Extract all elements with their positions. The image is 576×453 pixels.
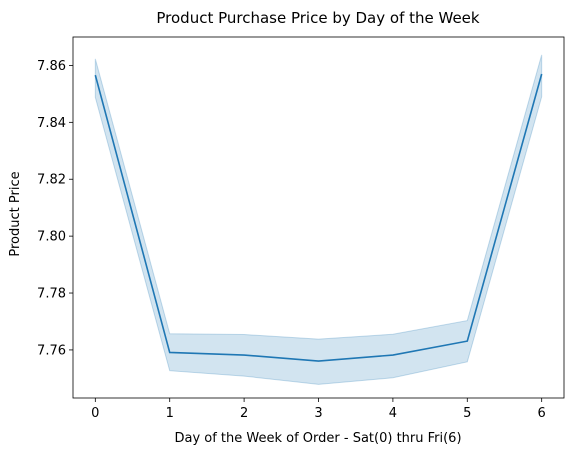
x-tick-label-2: 2	[240, 406, 248, 421]
y-tick-label-7.80: 7.80	[37, 230, 66, 245]
data-point-3	[317, 359, 321, 363]
y-tick-label-7.84: 7.84	[37, 116, 66, 131]
y-axis: 7.76 7.78 7.80 7.82 7.84 7.86	[37, 59, 73, 358]
y-tick-label-7.82: 7.82	[37, 173, 66, 188]
confidence-band	[94, 54, 543, 385]
x-tick-label-1: 1	[166, 406, 174, 421]
y-tick-label-7.78: 7.78	[37, 287, 66, 302]
data-point-0	[93, 73, 97, 77]
y-axis-label: Product Price	[8, 171, 23, 256]
x-axis: 0 1 2 3 4 5 6	[91, 398, 546, 421]
data-point-2	[242, 353, 246, 357]
data-point-5	[465, 339, 469, 343]
x-tick-label-4: 4	[389, 406, 397, 421]
data-point-1	[168, 350, 172, 354]
y-tick-label-7.86: 7.86	[37, 59, 66, 74]
data-point-6	[540, 72, 544, 76]
series-line	[94, 73, 543, 362]
x-tick-label-6: 6	[538, 406, 546, 421]
chart-title: Product Purchase Price by Day of the Wee…	[156, 9, 480, 27]
y-tick-label-7.76: 7.76	[37, 343, 66, 358]
data-point-4	[391, 353, 395, 357]
x-tick-label-5: 5	[463, 406, 471, 421]
x-tick-label-3: 3	[314, 406, 322, 421]
x-axis-label: Day of the Week of Order - Sat(0) thru F…	[174, 431, 461, 446]
x-tick-label-0: 0	[91, 406, 99, 421]
